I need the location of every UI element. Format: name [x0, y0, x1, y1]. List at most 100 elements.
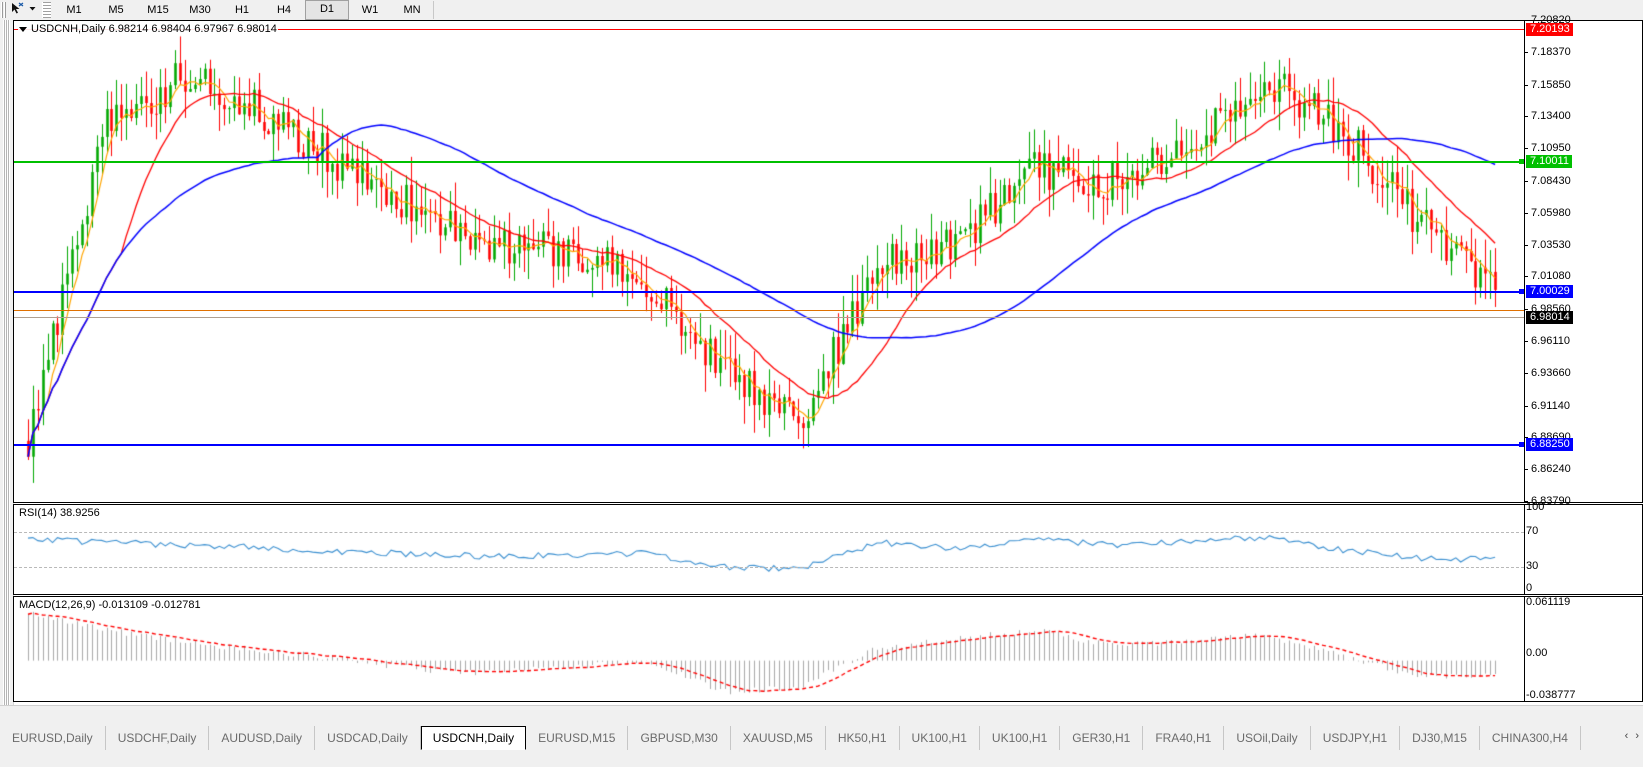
- scrollbar-track[interactable]: [3, 20, 10, 705]
- support-line-blue-low[interactable]: [14, 444, 1524, 447]
- rsi-pane[interactable]: RSI(14) 38.9256 100 70 30 0: [13, 501, 1643, 595]
- price-tick-label: 6.93660: [1531, 366, 1571, 379]
- tab-nav-controls[interactable]: ‹ ›: [1625, 730, 1639, 742]
- tick-mark: [1524, 501, 1528, 502]
- support-line-blue-low-handle[interactable]: [1519, 442, 1524, 448]
- chevron-down-icon[interactable]: [28, 4, 37, 16]
- chart-panes: USDCNH,Daily 6.98214 6.98404 6.97967 6.9…: [13, 14, 1643, 705]
- chart-tab-gbpusd-m30[interactable]: GBPUSD,M30: [628, 726, 731, 750]
- cursor-tool-group[interactable]: [7, 1, 40, 19]
- price-tag-red[interactable]: 7.20193: [1526, 23, 1573, 37]
- support-line-blue-handle[interactable]: [1519, 289, 1524, 295]
- timeframe-w1[interactable]: W1: [361, 4, 379, 16]
- orange-level-line[interactable]: [14, 310, 1524, 312]
- chart-symbol-label: USDCNH,Daily 6.98214 6.98404 6.97967 6.9…: [31, 23, 277, 35]
- tick-mark: [1524, 405, 1528, 407]
- rsi-scale: 100 70 30 0: [1524, 501, 1642, 594]
- macd-tick-label: 0.061119: [1526, 596, 1571, 608]
- price-tick-label: 7.05980: [1531, 206, 1571, 219]
- price-tick-label: 7.08430: [1531, 174, 1571, 187]
- tick-mark: [1524, 51, 1528, 53]
- rsi-tick-label: 100: [1526, 501, 1545, 513]
- chart-tab-uk100-h1[interactable]: UK100,H1: [900, 726, 980, 750]
- chart-tab-usdjpy-h1[interactable]: USDJPY,H1: [1311, 726, 1401, 750]
- chart-tab-eurusd-daily[interactable]: EURUSD,Daily: [0, 726, 106, 750]
- macd-pane[interactable]: MACD(12,26,9) -0.013109 -0.012781 0.0611…: [13, 596, 1643, 702]
- chart-tab-bar: EURUSD,Daily USDCHF,Daily AUDUSD,Daily USDC…: [0, 705, 1643, 767]
- rsi-tick-label: 30: [1526, 560, 1539, 572]
- timeframe-button-group: M1 M5 M15 M30 H1 H4 D1 W1 MN: [53, 0, 434, 20]
- chart-tab-usoil-daily[interactable]: USOil,Daily: [1224, 726, 1311, 750]
- chart-tab-xauusd-m5[interactable]: XAUUSD,M5: [731, 726, 826, 750]
- price-tick-label: 7.03530: [1531, 238, 1571, 251]
- price-tick-label: 7.13400: [1531, 110, 1571, 123]
- price-scale[interactable]: 7.20820 7.18370 7.15850 7.13400 7.10950 7.084…: [1524, 14, 1642, 507]
- timeframe-h1[interactable]: H1: [234, 4, 250, 16]
- timeframe-mn[interactable]: MN: [403, 4, 421, 16]
- current-price-line[interactable]: [14, 317, 1524, 319]
- tab-prev-icon[interactable]: ‹: [1624, 730, 1629, 742]
- timeframe-m30[interactable]: M30: [189, 4, 211, 16]
- rsi-label[interactable]: RSI(14) 38.9256: [18, 507, 101, 519]
- price-tick-label: 6.91140: [1531, 399, 1570, 412]
- chart-tab-uk100-h1[interactable]: UK100,H1: [980, 726, 1061, 750]
- tick-mark: [1524, 340, 1528, 342]
- chart-tab-fra40-h1[interactable]: FRA40,H1: [1143, 726, 1225, 750]
- tick-mark: [1524, 309, 1528, 311]
- cursor-crosshair-icon[interactable]: [10, 1, 26, 19]
- triangle-down-icon[interactable]: [19, 26, 27, 32]
- price-tick-label: 7.01080: [1531, 270, 1571, 283]
- macd-label[interactable]: MACD(12,26,9) -0.013109 -0.012781: [18, 599, 202, 611]
- price-pane[interactable]: USDCNH,Daily 6.98214 6.98404 6.97967 6.9…: [13, 14, 1643, 507]
- tick-mark: [1524, 469, 1528, 471]
- chart-symbol-header[interactable]: USDCNH,Daily 6.98214 6.98404 6.97967 6.9…: [18, 23, 278, 35]
- chart-tab-hk50-h1[interactable]: HK50,H1: [826, 726, 900, 750]
- tick-mark: [1524, 276, 1528, 278]
- timeframe-h4[interactable]: H4: [276, 4, 292, 16]
- price-tag-blue[interactable]: 7.00029: [1526, 285, 1573, 299]
- timeframe-m15[interactable]: M15: [147, 4, 169, 16]
- resistance-line-green[interactable]: [14, 161, 1524, 164]
- timeframe-m5[interactable]: M5: [108, 4, 124, 16]
- rsi-level-30-line: [14, 567, 1524, 568]
- price-tick-label: 7.15850: [1531, 78, 1571, 91]
- timeframe-m1[interactable]: M1: [66, 4, 82, 16]
- chart-tab-usdcnh-daily[interactable]: USDCNH,Daily: [420, 726, 527, 750]
- chart-tab-dj30-m15[interactable]: DJ30,M15: [1400, 726, 1480, 750]
- chart-tab-usdchf-daily[interactable]: USDCHF,Daily: [106, 726, 210, 750]
- support-line-blue[interactable]: [14, 291, 1524, 294]
- candlestick-canvas[interactable]: [14, 21, 1524, 502]
- chart-tab-eurusd-m15[interactable]: EURUSD,M15: [526, 726, 629, 750]
- rsi-level-70-line: [14, 532, 1524, 533]
- rsi-canvas[interactable]: [14, 505, 1524, 594]
- macd-plot[interactable]: [14, 597, 1524, 701]
- price-tick-label: 7.20820: [1531, 14, 1571, 26]
- price-tick-label: 6.86240: [1531, 463, 1571, 476]
- resistance-line-green-handle[interactable]: [1519, 159, 1524, 165]
- rsi-plot[interactable]: [14, 505, 1524, 594]
- price-plot[interactable]: [14, 21, 1524, 502]
- price-tag-green[interactable]: 7.10011: [1526, 155, 1572, 169]
- chart-tabs: EURUSD,Daily USDCHF,Daily AUDUSD,Daily USDC…: [0, 726, 1581, 750]
- price-tag-blue[interactable]: 6.88250: [1526, 438, 1573, 452]
- timeframe-toolbar: M1 M5 M15 M30 H1 H4 D1 W1 MN: [0, 0, 1643, 21]
- price-tag-black[interactable]: 6.98014: [1526, 311, 1573, 325]
- tab-next-icon[interactable]: ›: [1635, 730, 1639, 742]
- tick-mark: [1524, 180, 1528, 182]
- tick-mark: [1524, 84, 1528, 86]
- tick-mark: [1524, 20, 1528, 21]
- chart-tab-ger30-h1[interactable]: GER30,H1: [1060, 726, 1144, 750]
- chart-area: USDCNH,Daily 6.98214 6.98404 6.97967 6.9…: [0, 14, 1643, 725]
- tick-mark: [1524, 372, 1528, 374]
- vertical-scrollbar[interactable]: [0, 20, 14, 705]
- chart-tab-china300-h4[interactable]: CHINA300,H4: [1480, 726, 1581, 750]
- toolbar-grip[interactable]: [1, 2, 7, 18]
- chart-tab-usdcad-daily[interactable]: USDCAD,Daily: [315, 726, 421, 750]
- macd-canvas[interactable]: [14, 597, 1524, 701]
- timeframe-d1[interactable]: D1: [305, 0, 349, 20]
- resistance-line-red[interactable]: [14, 29, 1524, 31]
- macd-scale: 0.061119 0.00 -0.038777: [1524, 596, 1642, 701]
- chart-tab-audusd-daily[interactable]: AUDUSD,Daily: [209, 726, 316, 750]
- price-tick-label: 6.96110: [1531, 334, 1570, 347]
